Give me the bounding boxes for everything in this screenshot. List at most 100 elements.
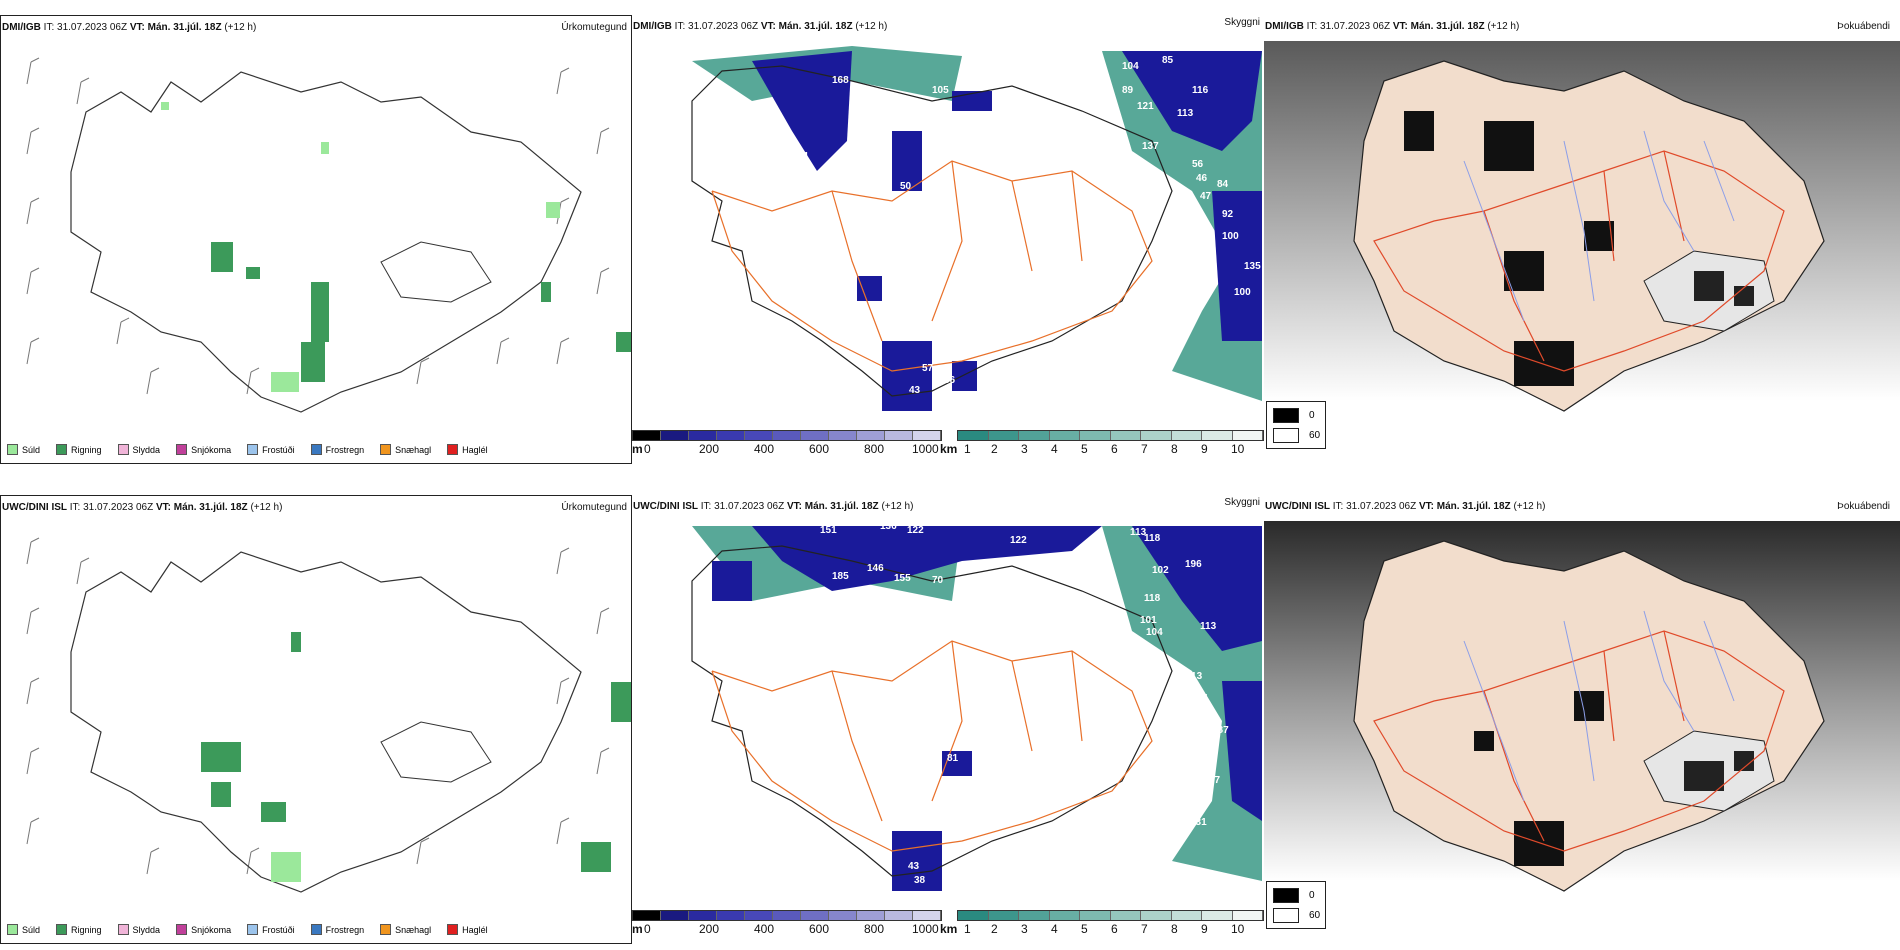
rain-areas [211,242,631,382]
visibility-colorbar: m 0 200 400 600 800 1000 km 1 2 3 4 5 6 … [632,906,1264,944]
precip-type-map [26,57,631,413]
height-unit: m [632,442,643,456]
legend-item: Slydda [117,924,160,935]
colorbar-step [1019,431,1050,440]
visibility-value-label: 104 [1122,61,1139,72]
visibility-value-label: 53 [904,285,916,296]
legend-label: Snæhagl [395,924,432,935]
visibility-value-label: 56 [1192,159,1204,170]
fog-swatch [1273,428,1299,443]
panel-title: Þokuábendi [1837,501,1890,512]
legend-swatch [447,924,459,935]
panel-header: UWC/DINI ISL IT: 31.07.2023 06Z VT: Mán.… [633,501,913,512]
valid-label: VT: [786,501,802,512]
valid-label: VT: [1418,501,1434,512]
visibility-value-label: 31 [1050,295,1062,306]
lead-offset: (+12 h) [881,501,914,512]
panel-header: UWC/DINI ISL IT: 31.07.2023 06Z VT: Mán.… [2,502,282,513]
lead-offset: (+12 h) [1513,501,1546,512]
lead-offset: (+12 h) [855,21,888,32]
visibility-value-label: 102 [1152,565,1169,576]
visibility-value-label: 64 [797,151,809,162]
colorbar-step [1080,431,1111,440]
colorbar-step [1141,911,1172,920]
colorbar-step [773,431,801,440]
height-tick: 400 [754,922,775,936]
legend-swatch [380,924,392,935]
visibility-value-label: 187 [1212,725,1229,736]
visibility-value-label: 43 [908,861,920,872]
colorbar-step [801,911,829,920]
panel-title: Skyggni [1224,17,1260,28]
legend-item: Frostúði [247,924,295,935]
visibility-value-label: 47 [1200,191,1212,202]
visibility-value-label: 100 [1222,231,1239,242]
drizzle-areas [271,852,301,882]
river-network [1463,130,1735,322]
visibility-value-label: 136 [880,521,897,532]
colorbar-step [988,911,1019,920]
km-tick: 7 [1141,442,1148,456]
legend-label: Súld [22,924,41,935]
visibility-value-label: 113 [1130,527,1147,538]
fog-patches [1404,111,1614,386]
km-tick: 7 [1141,922,1148,936]
visibility-value-label: 90 [1189,749,1201,760]
colorbar-step [717,431,745,440]
km-tick: 9 [1201,442,1208,456]
visibility-value-label: 155 [894,573,911,584]
visibility-value-label: 70 [932,575,944,586]
valid-time: Mán. 31.júl. 18Z [1410,21,1485,32]
colorbar-step [689,431,717,440]
height-tick: 800 [864,442,885,456]
km-tick: 1 [964,922,971,936]
legend-item: Súld [7,924,40,935]
legend-label: Frostúði [262,444,295,455]
visibility-value-label: 185 [832,571,849,582]
visibility-value-label: 131 [1190,817,1207,828]
colorbar-step [857,431,885,440]
visibility-value-label: 92 [1222,209,1234,220]
colorbar-step [857,911,885,920]
fog-legend-row: 60 [1273,428,1320,443]
km-tick: 1 [964,442,971,456]
panel-header: DMI/IGB IT: 31.07.2023 06Z VT: Mán. 31.j… [2,22,256,33]
visibility-colorbar: m 0 200 400 600 800 1000 km 1 2 3 4 5 6 … [632,426,1264,464]
colorbar-step [773,911,801,920]
wind-barbs [26,537,610,875]
init-time: 31.07.2023 06Z [1320,21,1391,32]
legend-label: Haglél [462,444,488,455]
colorbar-step [913,911,941,920]
wind-barbs [26,57,610,395]
km-tick: 10 [1231,922,1245,936]
colorbar-step [913,431,941,440]
visibility-map: 169 297 104 85 168 105 89 116 121 113 42 64 62 78 137 5… [691,45,1262,422]
colorbar-step [1232,431,1263,440]
height-unit: m [632,922,643,936]
init-label: IT: [69,502,81,513]
fog-legend-value: 60 [1309,910,1321,921]
colorbar-step [745,911,773,920]
colorbar-step [1080,911,1111,920]
legend-swatch [380,444,392,455]
visibility-value-label: 116 [1192,85,1209,96]
height-tick: 1000 [912,442,939,456]
colorbar-step [661,911,689,920]
init-time: 31.07.2023 06Z [714,501,785,512]
legend-label: Snjókoma [191,924,232,935]
height-tick: 600 [809,922,830,936]
km-tick: 3 [1021,922,1028,936]
fog-map [1264,41,1900,412]
legend-item: Haglél [447,924,488,935]
legend-item: Haglél [447,444,488,455]
fog-legend-value: 0 [1309,890,1315,901]
panel-title: Úrkomutegund [561,22,627,33]
drizzle-areas [161,102,560,392]
legend-swatch [310,924,322,935]
height-tick: 800 [864,922,885,936]
valid-label: VT: [760,21,776,32]
visibility-value-label: 122 [907,525,924,536]
glacier-outline [380,721,492,783]
rain-areas [201,632,631,872]
legend-item: Rigning [56,924,102,935]
